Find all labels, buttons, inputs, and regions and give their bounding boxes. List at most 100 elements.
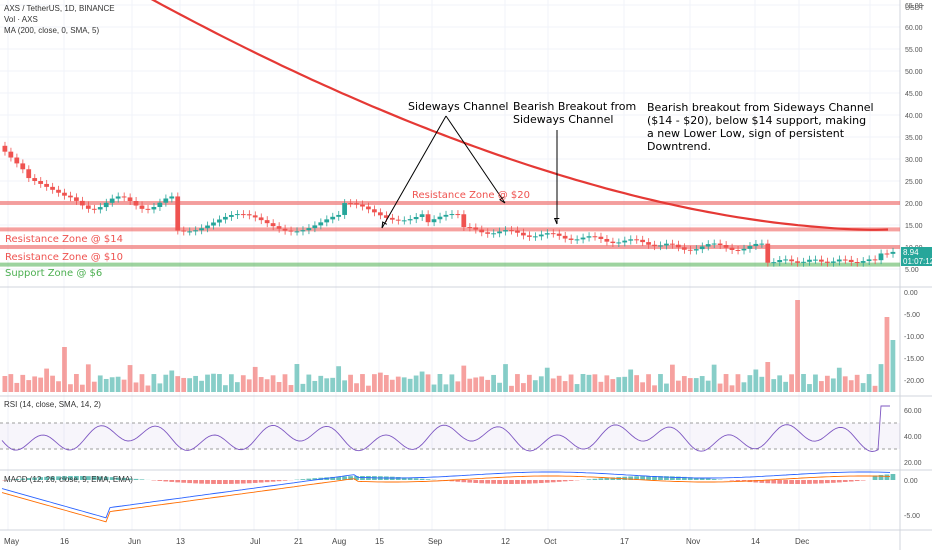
macd-histogram-bar <box>771 480 777 484</box>
macd-histogram-bar <box>133 478 139 480</box>
volume-bar <box>705 380 711 392</box>
macd-histogram-bar <box>169 480 175 482</box>
candle-body <box>419 214 425 218</box>
candle-body <box>783 259 789 261</box>
candle-body <box>699 246 705 250</box>
volume-bar <box>562 381 568 392</box>
macd-histogram-bar <box>276 480 282 482</box>
candle-body <box>270 223 276 227</box>
candle-body <box>801 261 806 263</box>
macd-histogram-bar <box>348 476 353 480</box>
volume-bar <box>628 369 634 392</box>
volume-bar <box>491 374 496 392</box>
volume-bar <box>711 364 717 392</box>
macd-histogram-bar <box>181 480 187 483</box>
volume-bar <box>264 379 270 392</box>
ma-legend[interactable]: MA (200, close, 0, SMA, 5) <box>4 26 100 35</box>
macd-histogram-bar <box>121 477 127 480</box>
macd-histogram-bar <box>109 477 115 480</box>
volume-tick: -10.00 <box>904 334 924 341</box>
candle-body <box>79 200 85 206</box>
volume-legend[interactable]: Vol · AXS <box>4 15 38 24</box>
volume-bar <box>193 375 198 392</box>
macd-panel <box>1 471 896 523</box>
axis-labels: 65.00 60.00 55.00 50.00 45.00 40.00 35.00 30.00… <box>4 3 925 546</box>
macd-histogram-bar <box>658 476 663 480</box>
macd-histogram-bar <box>556 480 562 482</box>
rsi-legend[interactable]: RSI (14, close, SMA, 14, 2) <box>4 400 101 409</box>
volume-bar <box>44 368 49 392</box>
price-tick: 35.00 <box>905 135 923 142</box>
volume-bar <box>610 379 616 392</box>
candle-body <box>717 243 723 246</box>
volume-bar <box>56 381 61 392</box>
candle-body <box>431 219 437 223</box>
candle-body <box>765 243 771 263</box>
annotation-breakout-line-1: Bearish Breakout from <box>513 100 637 113</box>
macd-tick: 0.00 <box>904 478 918 485</box>
macd-histogram-bar <box>860 480 866 481</box>
volume-bar <box>228 374 234 392</box>
volume-bar <box>395 376 401 392</box>
symbol-title[interactable]: AXS / TetherUS, 1D, BINANCE <box>4 4 115 13</box>
candle-body <box>497 231 502 234</box>
time-tick: Oct <box>544 537 557 546</box>
candle-body <box>443 214 449 217</box>
volume-bar <box>276 382 282 392</box>
candle-body <box>813 259 818 261</box>
candle-body <box>300 230 306 232</box>
macd-histogram-bar <box>503 480 508 484</box>
macd-histogram-bar <box>532 480 538 484</box>
candle-body <box>56 189 61 193</box>
volume-bar <box>377 372 383 392</box>
volume-bar <box>62 347 67 392</box>
macd-histogram-bar <box>836 480 842 483</box>
volume-bar <box>461 365 467 392</box>
candle-body <box>211 222 216 226</box>
volume-bar <box>366 385 371 392</box>
candle-body <box>234 214 240 216</box>
macd-histogram-bar <box>193 480 198 484</box>
price-tick: 5.00 <box>905 267 919 274</box>
candle-body <box>437 216 443 220</box>
candle-body <box>544 233 550 235</box>
volume-bar <box>139 374 145 392</box>
annotation-note-line-2: ($14 - $20), below $14 support, making <box>647 114 867 127</box>
candle-body <box>479 229 485 233</box>
rsi-tick: 60.00 <box>904 408 922 415</box>
candle-body <box>407 219 413 221</box>
macd-histogram-bar <box>312 478 318 480</box>
volume-bar <box>890 340 896 392</box>
macd-histogram-bar <box>670 476 675 480</box>
volume-bar <box>866 374 872 392</box>
candle-body <box>20 163 26 170</box>
time-tick: 13 <box>176 537 185 546</box>
volume-bar <box>449 374 455 392</box>
macd-legend[interactable]: MACD (12, 26, close, 9, EMA, EMA) <box>4 475 133 484</box>
volume-bar <box>437 374 443 392</box>
candle-body <box>771 262 777 264</box>
volume-bar <box>270 375 276 392</box>
macd-histogram-bar <box>807 480 812 484</box>
volume-bar <box>842 376 848 392</box>
macd-histogram-bar <box>544 480 550 483</box>
time-tick: 17 <box>620 537 629 546</box>
macd-histogram-bar <box>819 480 824 484</box>
macd-histogram-bar <box>342 476 347 480</box>
macd-histogram-bar <box>550 480 556 483</box>
macd-histogram-bar <box>354 476 359 480</box>
volume-bar <box>26 380 32 392</box>
volume-bar <box>85 364 91 392</box>
volume-bar <box>521 383 526 392</box>
macd-histogram-bar <box>217 480 222 484</box>
macd-histogram-bar <box>562 480 568 482</box>
volume-bar <box>455 381 461 392</box>
sideways-arrow-right <box>445 115 506 204</box>
candle-body <box>860 261 866 263</box>
candle-body <box>842 259 848 261</box>
candle-body <box>568 238 574 240</box>
volume-bar <box>223 385 228 392</box>
candle-body <box>145 208 151 210</box>
